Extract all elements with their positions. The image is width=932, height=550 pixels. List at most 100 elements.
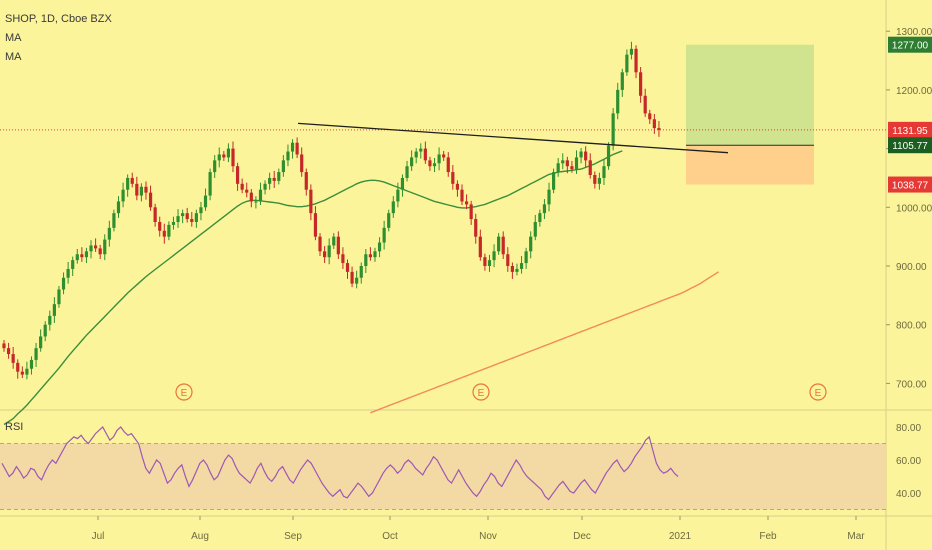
candle-body [89,245,93,252]
candle-body [423,148,427,161]
candle-body [323,251,327,258]
candle-body [570,166,574,170]
time-tick-label: Aug [191,531,209,542]
candle-body [506,254,510,266]
earnings-marker-label: E [478,388,485,399]
time-tick-label: Sep [284,531,302,542]
candle-body [611,113,615,146]
candle-body [61,277,66,290]
ma-50-line [3,150,623,426]
candle-body [272,177,276,181]
candle-body [552,172,556,190]
price-tick-label: 1000.00 [896,203,932,214]
candle-body [387,213,391,228]
candle-body [6,348,11,355]
candle-body [130,177,134,184]
candle-body [309,189,313,214]
position-tool[interactable] [0,44,886,185]
candle-body [643,95,647,114]
candle-body [332,236,336,246]
candle-body [634,48,638,73]
earnings-marker-ring [809,383,827,401]
candle-body [116,201,121,214]
price-tag-label: 1105.77 [892,141,928,152]
candle-body [515,268,519,272]
candle-body [400,177,405,190]
candle-body [524,251,528,264]
candle-body [258,189,263,202]
rsi-legend[interactable]: RSI [5,421,24,433]
candle-body [464,201,469,205]
candle-body [194,213,198,222]
earnings-marker-ring [472,383,490,401]
candle-body [66,268,70,278]
candle-body [542,204,547,214]
candle-body [414,151,418,158]
candle-body [639,72,643,96]
rsi-tick-label: 80.00 [896,423,921,434]
candle-body [98,248,102,255]
candle-body [84,251,89,258]
candle-body [313,213,318,237]
candle-body [616,89,620,114]
symbol-line[interactable]: SHOP, 1D, Cboe BZX [5,13,112,25]
candle-body [112,213,116,228]
candle-body [442,154,446,158]
candle-body [153,207,157,222]
candle-body [455,183,460,190]
candle-body [451,172,455,184]
candle-body [277,172,281,181]
candle-body [144,186,148,193]
candle-body [529,236,533,252]
price-tags: 1277.00 1131.95 1105.77 1038.77 [888,36,932,193]
candle-body [20,371,24,375]
candle-body [350,271,354,284]
candle-body [43,324,47,337]
price-tag-box [888,176,932,193]
price-tick-label: 1300.00 [896,27,932,38]
candle-body [336,236,340,255]
price-tick-label: 700.00 [896,379,927,390]
candle-body [588,160,592,176]
candle-body [437,154,441,164]
candle-body [597,177,601,184]
rsi-tick-label: 40.00 [896,489,921,500]
moving-averages [3,150,719,426]
candles[interactable] [2,41,661,380]
candle-body [561,160,565,164]
time-tick-label: 2021 [669,531,692,542]
candle-body [235,166,240,184]
candle-body [290,142,295,152]
candle-body [492,251,496,261]
ma-legend-1[interactable]: MA [5,32,22,44]
candle-body [286,151,290,161]
candle-body [29,359,34,369]
resistance-trendline [297,122,729,154]
price-axis[interactable]: 1300.001200.001100.001000.00900.00800.00… [886,27,932,500]
candle-body [16,362,20,372]
candle-body [556,163,560,173]
candle-body [162,230,166,237]
candle-body [396,189,400,202]
candle-body [483,257,487,266]
candle-body [318,236,322,252]
ma-legend-2[interactable]: MA [5,51,22,63]
candle-body [139,186,143,196]
candle-body [71,260,75,269]
candle-body [57,289,61,305]
candle-body [382,227,386,243]
candle-body [300,154,304,173]
candle-body [428,160,432,167]
candle-body [121,189,125,202]
candle-body [25,368,29,375]
time-axis[interactable]: Jul Aug Sep Oct Nov Dec 2021 Feb Mar [92,516,866,542]
candle-body [213,160,217,173]
trendline[interactable] [297,122,729,154]
candle-body [249,192,253,202]
candle-body [432,163,437,167]
candle-body [226,148,231,158]
candle-body [11,354,15,363]
candle-body [341,254,345,264]
